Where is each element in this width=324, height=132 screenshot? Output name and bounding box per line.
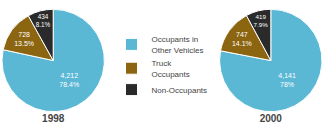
svg-text:72813.5%: 72813.5% bbox=[14, 31, 34, 47]
svg-text:4,14178%: 4,14178% bbox=[278, 72, 296, 88]
svg-text:2000: 2000 bbox=[260, 113, 283, 124]
svg-text:4348.1%: 4348.1% bbox=[36, 13, 51, 28]
svg-text:74714.1%: 74714.1% bbox=[232, 31, 252, 47]
svg-text:Non-Occupants: Non-Occupants bbox=[152, 86, 208, 95]
svg-text:TruckOccupants: TruckOccupants bbox=[152, 59, 190, 78]
svg-text:1998: 1998 bbox=[42, 113, 65, 124]
svg-text:Occupants inOther Vehicles: Occupants inOther Vehicles bbox=[152, 35, 204, 54]
svg-text:4,21278.4%: 4,21278.4% bbox=[59, 72, 79, 88]
svg-text:4197.9%: 4197.9% bbox=[254, 13, 269, 28]
